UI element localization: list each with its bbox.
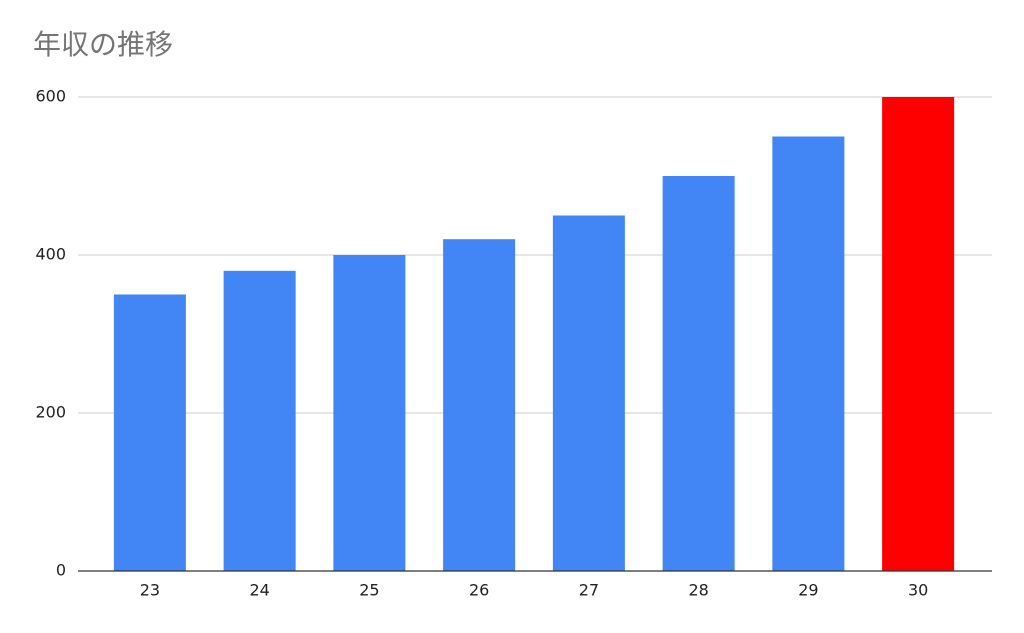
x-tick-label: 25 [359,581,379,600]
x-tick-label: 29 [798,581,818,600]
x-tick-label: 23 [140,581,160,600]
y-tick-label: 600 [35,87,66,106]
x-tick-label: 24 [249,581,269,600]
x-tick-label: 27 [579,581,599,600]
x-tick-label: 30 [908,581,928,600]
y-tick-label: 0 [56,561,66,580]
bar [333,255,406,571]
y-tick-label: 400 [35,245,66,264]
x-tick-label: 28 [688,581,708,600]
chart-title: 年収の推移 [33,28,173,61]
bar [772,136,845,571]
bar [113,294,186,571]
x-tick-label: 26 [469,581,489,600]
bar [552,215,625,571]
bar [223,270,296,571]
bar [662,176,735,571]
y-tick-label: 200 [35,403,66,422]
bar [443,239,516,571]
bar [882,97,955,571]
